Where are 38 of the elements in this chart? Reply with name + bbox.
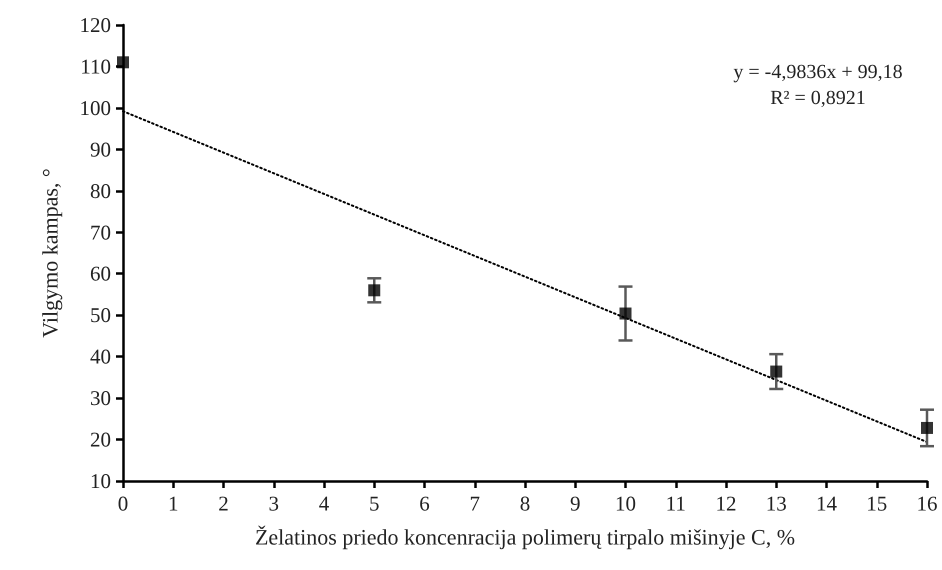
y-tick-label: 30: [90, 386, 111, 410]
x-tick-label: 6: [419, 492, 430, 516]
y-tick-label: 110: [80, 54, 111, 78]
y-tick-label: 20: [90, 428, 111, 452]
y-tick-label: 10: [90, 469, 111, 493]
annotation: y = -4,9836x + 99,18: [733, 61, 903, 83]
point: [620, 308, 632, 320]
y-tick-label: 120: [80, 13, 111, 37]
x-tick-label: 13: [766, 492, 787, 516]
y-axis-title: Vilgymo kampas, °: [38, 168, 62, 338]
annotation: R² = 0,8921: [770, 87, 866, 109]
point: [117, 56, 129, 68]
x-tick-label: 1: [168, 492, 178, 516]
point: [921, 422, 933, 434]
x-tick-label: 16: [916, 492, 938, 516]
x-tick-label: 15: [866, 492, 888, 516]
y-tick-label: 50: [90, 303, 111, 328]
x-tick-label: 8: [520, 492, 530, 516]
x-tick-label: 9: [570, 492, 580, 516]
x-tick-label: 11: [666, 492, 686, 516]
x-tick-label: 7: [470, 492, 480, 516]
x-tick-label: 12: [716, 492, 736, 516]
x-tick-label: 4: [318, 492, 330, 516]
x-tick-label: 5: [369, 492, 380, 516]
point: [770, 366, 782, 378]
y-tick-label: 70: [90, 220, 111, 244]
y-tick-label: 100: [80, 96, 111, 120]
y-tick-label: 90: [90, 137, 111, 162]
point: [368, 284, 380, 296]
x-tick-label: 0: [118, 492, 128, 516]
x-axis-title: Želatinos priedo koncenracija polimerų tirpalo mišinyje C, %: [254, 524, 796, 550]
x-tick-label: 14: [816, 492, 838, 516]
y-tick-label: 60: [90, 262, 111, 286]
x-tick-label: 3: [268, 492, 279, 516]
y-tick-label: 40: [90, 344, 111, 369]
x-tick-label: 10: [615, 492, 636, 516]
x-tick-label: 2: [218, 492, 229, 516]
y-tick-label: 80: [90, 178, 111, 203]
